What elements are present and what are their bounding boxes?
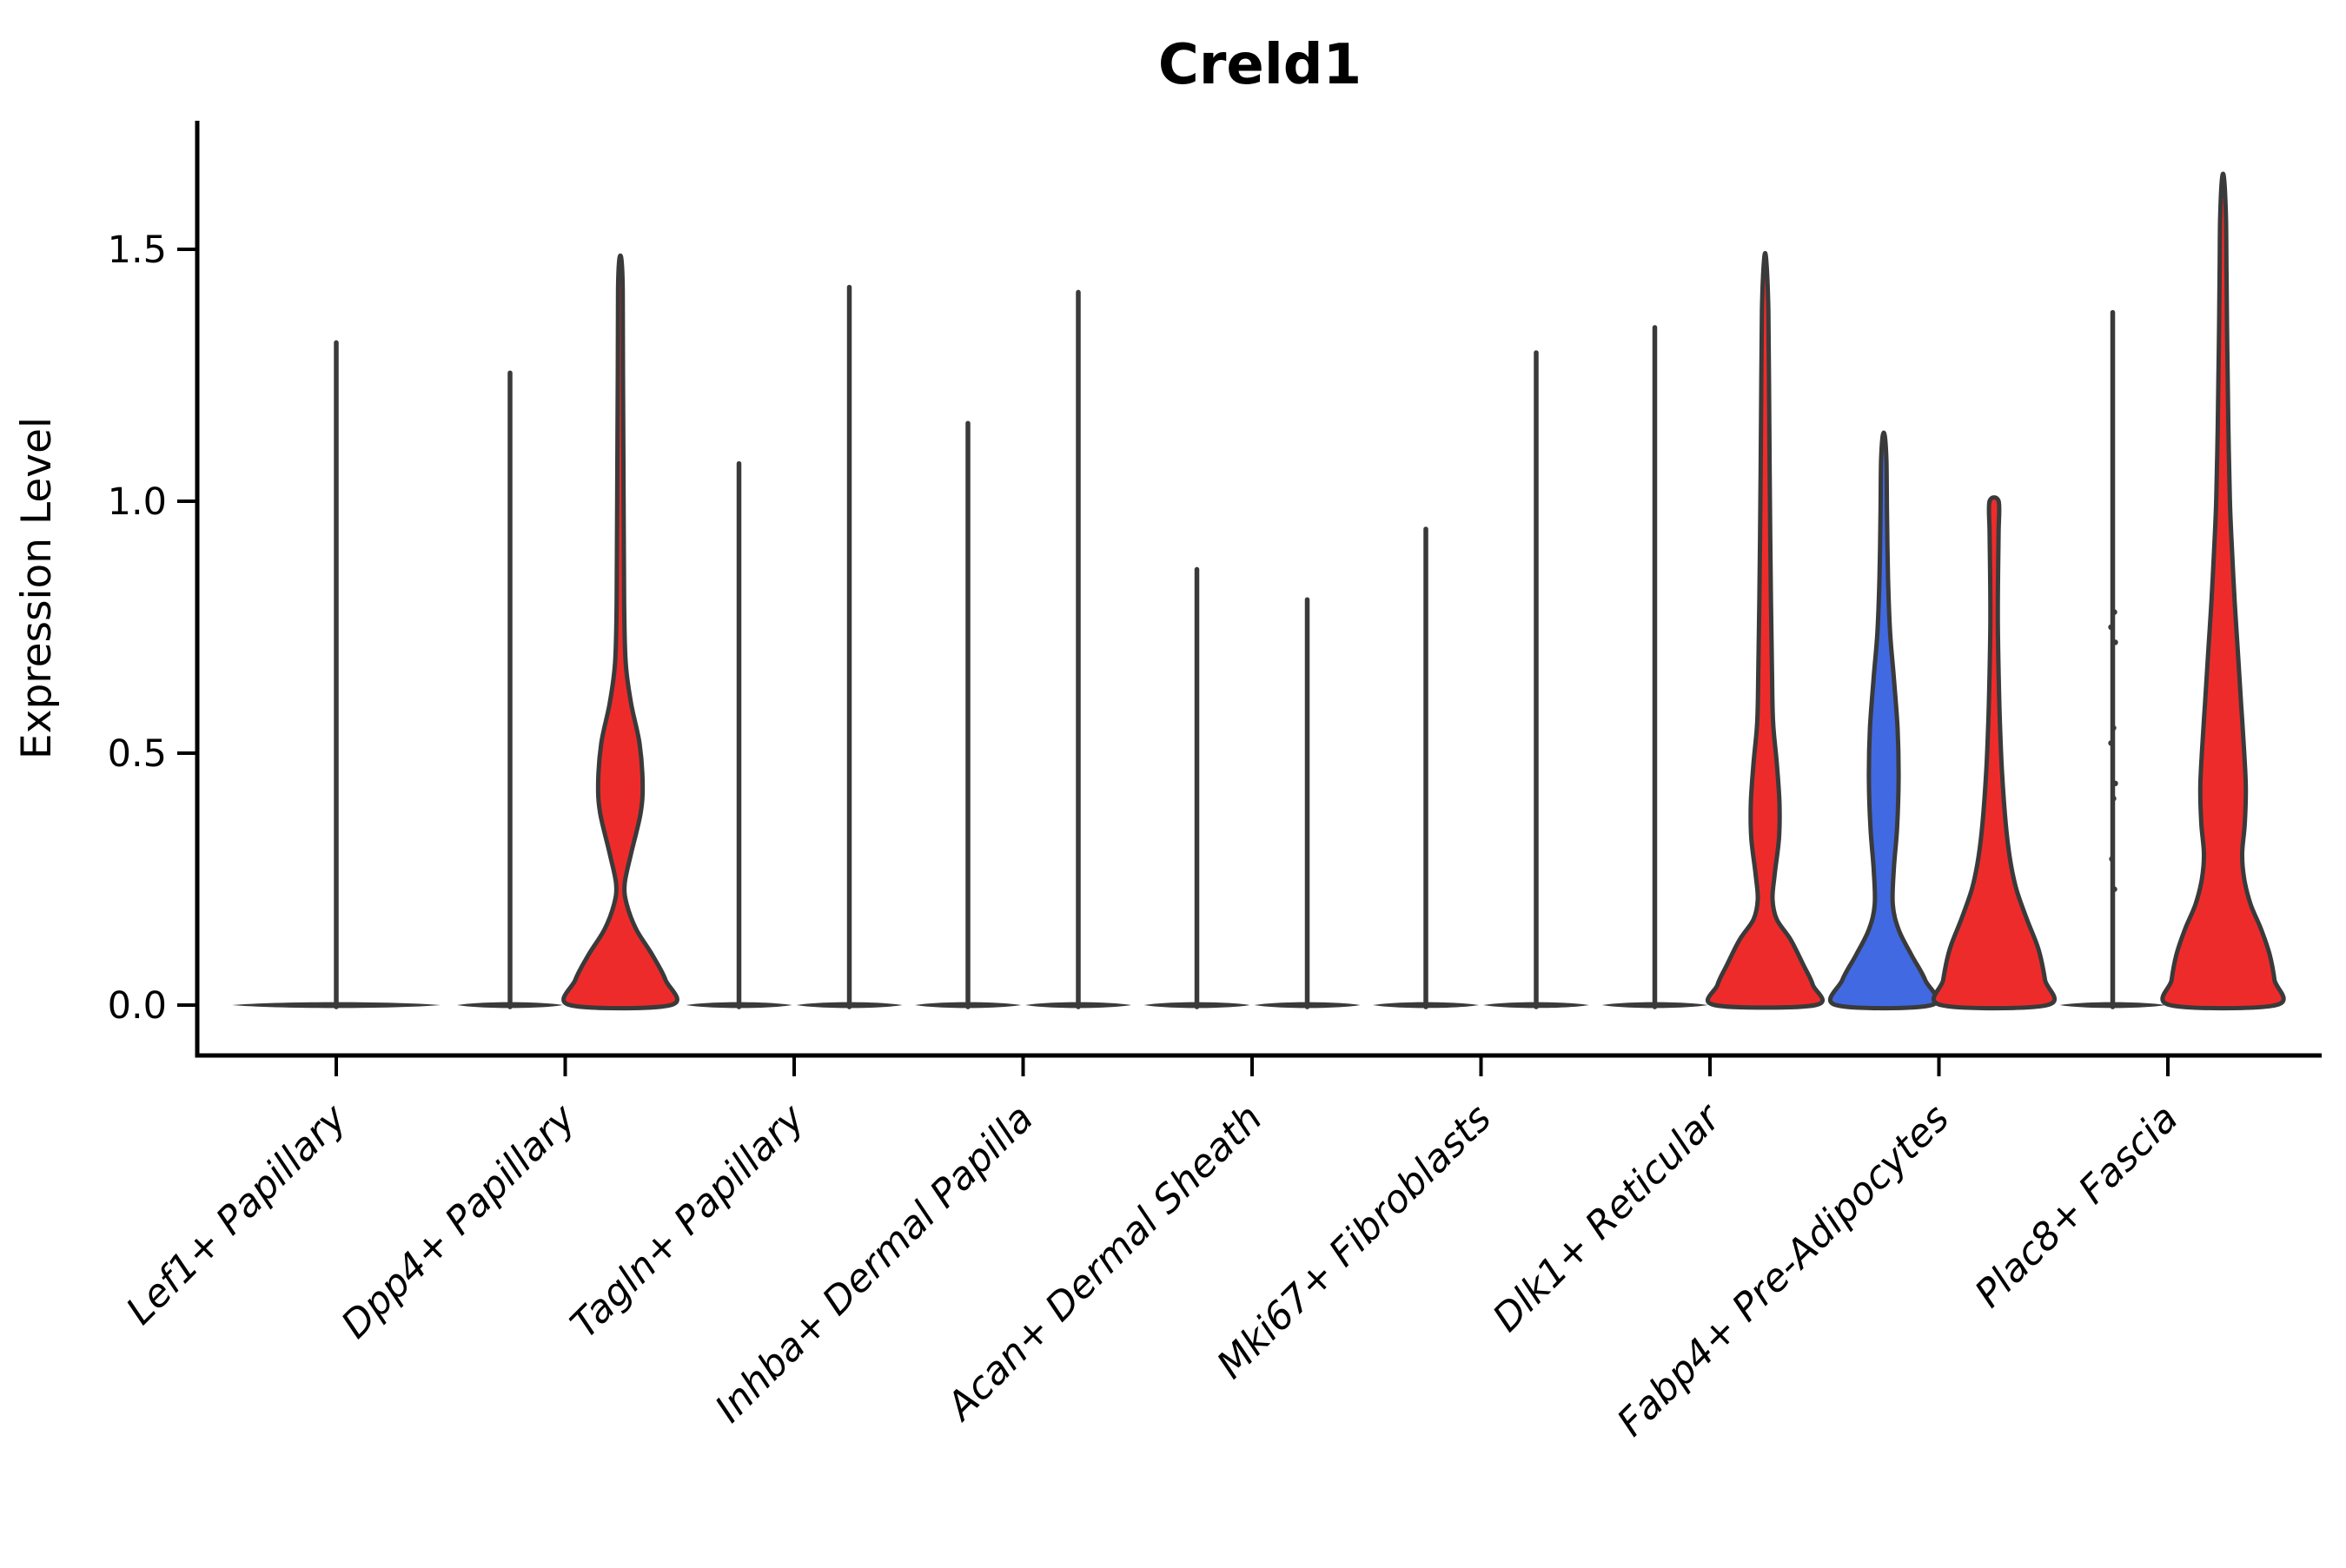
axes-layer [177,121,2322,1076]
violin-body-red [1932,495,2057,1011]
violin-layer [232,171,2286,1011]
data-point-dot [2111,724,2117,731]
data-point-dot [2108,740,2114,746]
x-tick-label: Tagln+ Papillary [562,1095,813,1346]
y-tick-label: 1.0 [108,480,167,524]
data-point-dot [2111,609,2117,615]
x-tick-label: Lef1+ Papillary [118,1095,356,1333]
y-tick-label: 1.5 [108,228,167,272]
data-point-dot [2109,856,2115,862]
violin-body-red [2160,171,2286,1011]
data-point-dot [2108,624,2114,631]
x-tick-label: Dpp4+ Papillary [333,1095,585,1347]
data-point-dot [2111,796,2117,802]
y-tick-label: 0.0 [108,984,167,1028]
data-point-dot [2111,886,2117,892]
violin-body-blue [1827,430,1940,1011]
chart-title: Creld1 [1158,33,1362,97]
x-tick-label: Dlk1+ Reticular [1484,1095,1730,1340]
y-tick-label: 0.5 [108,732,167,776]
label-layer: Creld1 Expression Level 0.0 0.5 1.0 1.5 Lef1… [13,33,2187,1445]
data-point-dot [2112,639,2118,645]
violin-body-red [1706,250,1825,1010]
data-point-dot [2112,780,2118,786]
violin-body-red [561,253,679,1011]
x-tick-label: Plac8+ Fascia [1966,1096,2186,1316]
y-axis-label: Expression Level [13,417,61,759]
